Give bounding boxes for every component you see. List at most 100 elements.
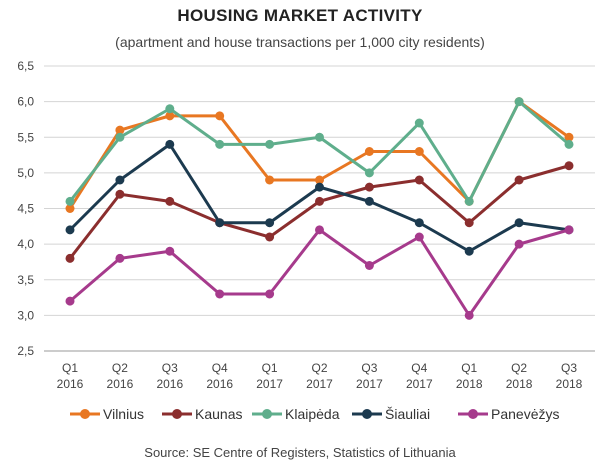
legend-swatch-marker-kaunas: [172, 409, 182, 419]
x-tick-label-year: 2017: [256, 377, 283, 391]
data-point-panevezys: [414, 232, 424, 242]
x-tick-label-quarter: Q3: [561, 361, 577, 375]
data-point-klaipeda: [265, 139, 275, 149]
grid-lines: [44, 65, 595, 352]
x-axis-tick-labels: Q1 2016 Q2 2016 Q3 2016 Q4 2016 Q1 2017 Q2 2017 Q3 20…: [57, 361, 583, 391]
x-tick-label-year: 2017: [356, 377, 383, 391]
series-line-panevezys: [68, 228, 571, 317]
x-tick-label-year: 2016: [57, 377, 84, 391]
data-point-klaipeda: [464, 196, 474, 206]
data-point-klaipeda: [364, 168, 374, 178]
y-tick-label: 5,0: [17, 166, 34, 180]
x-tick-label-year: 2016: [107, 377, 134, 391]
y-tick-label: 2,5: [17, 344, 34, 358]
data-point-panevezys: [165, 246, 175, 256]
data-point-klaipeda: [115, 132, 125, 142]
data-point-vilnius: [115, 125, 125, 135]
data-point-siauliai: [364, 196, 374, 206]
y-tick-label: 3,0: [17, 308, 34, 322]
data-point-siauliai: [265, 218, 275, 228]
y-tick-label: 4,0: [17, 237, 34, 251]
data-point-siauliai: [215, 218, 225, 228]
data-point-panevezys: [65, 296, 75, 306]
data-point-klaipeda: [215, 139, 225, 149]
data-point-klaipeda: [65, 196, 75, 206]
data-point-kaunas: [115, 189, 125, 199]
data-point-panevezys: [215, 289, 225, 299]
x-tick-label-year: 2016: [206, 377, 233, 391]
data-point-vilnius: [414, 147, 424, 156]
x-tick-label-quarter: Q1: [461, 361, 477, 375]
data-point-vilnius: [265, 175, 275, 185]
data-point-klaipeda: [315, 132, 324, 142]
x-tick-label-year: 2018: [556, 377, 583, 391]
data-point-vilnius: [65, 204, 75, 213]
x-tick-label-quarter: Q2: [311, 361, 327, 375]
data-point-siauliai: [165, 139, 175, 149]
legend-label-siauliai: Šiauliai: [385, 406, 430, 422]
y-tick-label: 4,5: [17, 202, 34, 216]
data-point-kaunas: [364, 182, 374, 192]
chart-subtitle: (apartment and house transactions per 1,…: [115, 34, 485, 50]
data-point-siauliai: [315, 182, 324, 192]
legend-swatch-marker-vilnius: [80, 409, 90, 419]
y-axis-tick-labels: 2,5 3,0 3,5 4,0 4,5 5,0 5,5 6,0 6,5: [17, 59, 34, 358]
data-point-siauliai: [65, 225, 75, 235]
data-point-kaunas: [514, 175, 524, 185]
data-point-siauliai: [414, 218, 424, 228]
data-point-vilnius: [215, 111, 225, 121]
y-tick-label: 3,5: [17, 273, 34, 287]
x-tick-label-year: 2017: [306, 377, 333, 391]
legend-label-vilnius: Vilnius: [103, 406, 144, 422]
data-point-siauliai: [115, 175, 125, 185]
data-point-panevezys: [364, 261, 374, 270]
x-tick-label-quarter: Q1: [262, 361, 278, 375]
chart-source: Source: SE Centre of Registers, Statisti…: [144, 445, 456, 460]
legend-swatch-marker-panevezys: [468, 409, 478, 419]
data-point-panevezys: [564, 225, 574, 235]
data-point-vilnius: [364, 147, 374, 156]
chart-title: HOUSING MARKET ACTIVITY: [177, 6, 423, 25]
x-tick-label-quarter: Q3: [162, 361, 178, 375]
x-tick-label-quarter: Q1: [62, 361, 78, 375]
legend-swatch-marker-klaipeda: [262, 409, 272, 419]
series-line-vilnius: [68, 100, 571, 210]
data-point-kaunas: [65, 253, 75, 263]
x-tick-label-quarter: Q2: [511, 361, 527, 375]
data-point-kaunas: [564, 161, 574, 171]
legend-label-panevezys: Panevėžys: [491, 406, 559, 422]
x-tick-label-year: 2018: [456, 377, 483, 391]
data-point-vilnius: [315, 175, 324, 185]
data-point-kaunas: [165, 196, 175, 206]
data-point-panevezys: [464, 310, 474, 320]
y-tick-label: 6,0: [17, 95, 34, 109]
x-tick-label-quarter: Q4: [411, 361, 427, 375]
x-tick-label-quarter: Q4: [212, 361, 228, 375]
data-point-panevezys: [315, 225, 324, 235]
x-tick-label-quarter: Q3: [361, 361, 377, 375]
data-point-klaipeda: [414, 118, 424, 128]
x-tick-label-quarter: Q2: [112, 361, 128, 375]
data-point-panevezys: [265, 289, 275, 299]
data-point-klaipeda: [165, 104, 175, 114]
legend-swatch-marker-siauliai: [362, 409, 372, 419]
data-point-siauliai: [464, 246, 474, 256]
data-point-kaunas: [464, 218, 474, 228]
series-lines: [65, 97, 574, 320]
data-point-siauliai: [514, 218, 524, 228]
y-tick-label: 6,5: [17, 59, 34, 73]
data-point-panevezys: [514, 239, 524, 249]
y-tick-label: 5,5: [17, 130, 34, 144]
x-tick-label-year: 2017: [406, 377, 433, 391]
data-point-vilnius: [564, 132, 574, 142]
legend-label-klaipeda: Klaipėda: [285, 406, 340, 422]
data-point-kaunas: [315, 196, 324, 206]
data-point-kaunas: [414, 175, 424, 185]
legend: Vilnius Kaunas Klaipėda Šiauliai Panevėžys: [70, 406, 559, 422]
x-tick-label-year: 2016: [156, 377, 183, 391]
data-point-vilnius: [165, 111, 175, 121]
data-point-panevezys: [115, 253, 125, 263]
data-point-klaipeda: [514, 97, 524, 107]
data-point-klaipeda: [564, 139, 574, 149]
